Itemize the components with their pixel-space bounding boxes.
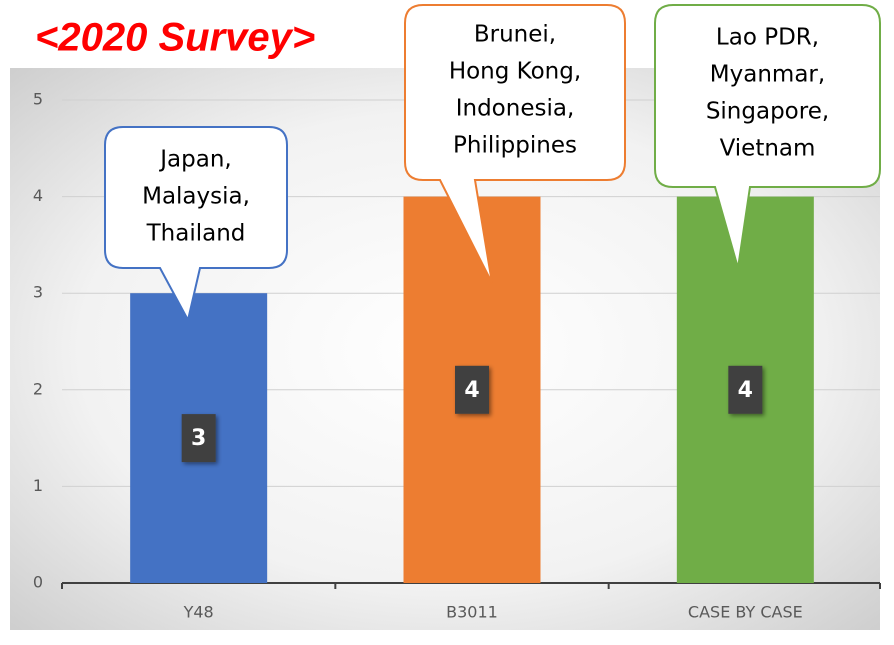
callout-text: Hong Kong, bbox=[449, 59, 581, 85]
data-label-box bbox=[455, 365, 489, 414]
chart-title: <2020 Survey> bbox=[35, 16, 315, 60]
y-tick-label: 5 bbox=[33, 90, 43, 109]
callout-text: Indonesia, bbox=[456, 96, 575, 122]
data-label-box bbox=[181, 414, 216, 463]
callout-text: Thailand bbox=[146, 221, 246, 247]
callout-text: Malaysia, bbox=[142, 184, 250, 210]
title-background bbox=[0, 0, 400, 68]
callout-text: Lao PDR, bbox=[716, 25, 819, 51]
x-tick-label: CASE BY CASE bbox=[688, 603, 803, 622]
callout-text: Philippines bbox=[453, 133, 577, 159]
data-label: 3 bbox=[191, 426, 206, 451]
callout-text: Myanmar, bbox=[710, 62, 825, 88]
callout-text: Vietnam bbox=[720, 136, 816, 162]
callout-text: Singapore, bbox=[706, 99, 829, 125]
callout-text: Brunei, bbox=[474, 22, 556, 48]
y-tick-label: 3 bbox=[33, 283, 43, 302]
callout bbox=[654, 4, 881, 269]
y-tick-label: 2 bbox=[33, 379, 43, 398]
x-tick-label: Y48 bbox=[183, 603, 214, 622]
x-tick-label: B3011 bbox=[446, 603, 498, 622]
data-label-box bbox=[728, 365, 763, 414]
callout bbox=[104, 126, 288, 323]
data-label: 4 bbox=[738, 378, 753, 403]
data-label: 4 bbox=[464, 378, 479, 403]
y-tick-label: 0 bbox=[33, 573, 43, 592]
y-tick-label: 1 bbox=[33, 476, 43, 495]
callout bbox=[404, 4, 626, 284]
y-tick-label: 4 bbox=[33, 186, 43, 205]
callout-text: Japan, bbox=[158, 147, 231, 173]
